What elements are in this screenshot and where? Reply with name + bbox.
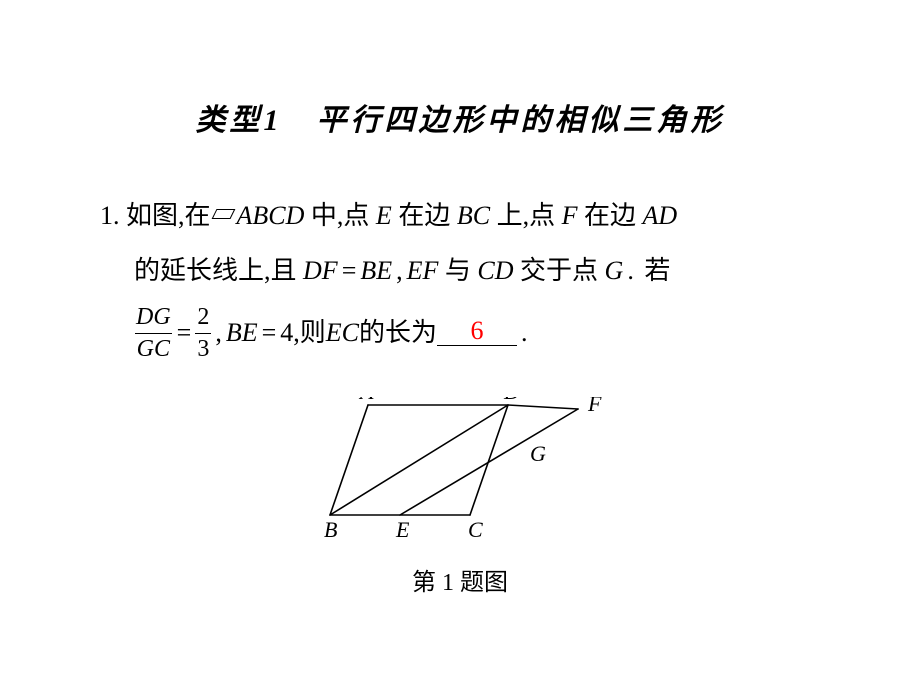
- text: 上,点: [490, 201, 562, 230]
- svg-text:A: A: [358, 397, 374, 404]
- comma: ,: [392, 256, 407, 285]
- var-f: F: [562, 201, 578, 230]
- var-be: BE: [360, 256, 392, 285]
- figure-1: A B C D E F G 第 1 题图: [100, 397, 820, 597]
- problem-1: 1. 如图,在▱ABCD 中,点 E 在边 BC 上,点 F 在边 AD 的延长…: [100, 189, 820, 362]
- var-ef: EF: [407, 256, 439, 285]
- svg-text:F: F: [587, 397, 602, 416]
- text: 若: [638, 256, 671, 285]
- text: 交于点: [514, 256, 605, 285]
- svg-text:E: E: [395, 517, 410, 542]
- var-ec: EC: [326, 306, 359, 361]
- answer-blank: 6: [437, 320, 517, 346]
- text: ,则: [293, 306, 326, 361]
- problem-number: 1.: [100, 201, 120, 230]
- text: 的长为: [359, 306, 437, 361]
- text: 在边: [392, 201, 457, 230]
- fraction-2-3: 2 3: [195, 304, 211, 362]
- svg-text:G: G: [530, 441, 546, 466]
- equals: =: [173, 306, 196, 361]
- svg-text:B: B: [324, 517, 337, 542]
- geometry-diagram: A B C D E F G: [310, 397, 610, 547]
- problem-line-2: 的延长线上,且 DF=BE,EF 与 CD 交于点 G. 若: [100, 244, 820, 299]
- text: 与: [438, 256, 477, 285]
- figure-caption: 第 1 题图: [100, 562, 820, 597]
- equals: =: [338, 256, 361, 285]
- var-bc: BC: [457, 201, 490, 230]
- equals: =: [258, 306, 281, 361]
- denominator: 3: [195, 333, 211, 362]
- text: 如图,在▱: [126, 201, 237, 230]
- denominator: GC: [135, 333, 172, 362]
- fraction-dg-gc: DG GC: [134, 304, 173, 362]
- var-ad: AD: [642, 201, 677, 230]
- period: .: [517, 306, 532, 361]
- problem-line-3: DG GC = 2 3 , BE = 4 ,则 EC 的长为 6 .: [100, 304, 820, 362]
- section-title: 类型1 平行四边形中的相似三角形: [100, 95, 820, 139]
- numerator: DG: [134, 304, 173, 332]
- var-be: BE: [226, 306, 258, 361]
- value-4: 4: [280, 306, 293, 361]
- var-g: G: [605, 256, 624, 285]
- text: 的延长线上,且: [134, 256, 303, 285]
- var-cd: CD: [477, 256, 513, 285]
- numerator: 2: [195, 304, 211, 332]
- var-abcd: ABCD: [237, 201, 305, 230]
- text: 在边: [577, 201, 642, 230]
- svg-text:C: C: [468, 517, 483, 542]
- answer-value: 6: [471, 316, 484, 345]
- comma: ,: [211, 306, 226, 361]
- var-e: E: [376, 201, 392, 230]
- period: .: [623, 256, 638, 285]
- text: 中,点: [304, 201, 376, 230]
- var-df: DF: [303, 256, 338, 285]
- problem-line-1: 1. 如图,在▱ABCD 中,点 E 在边 BC 上,点 F 在边 AD: [100, 189, 820, 244]
- svg-text:D: D: [503, 397, 520, 404]
